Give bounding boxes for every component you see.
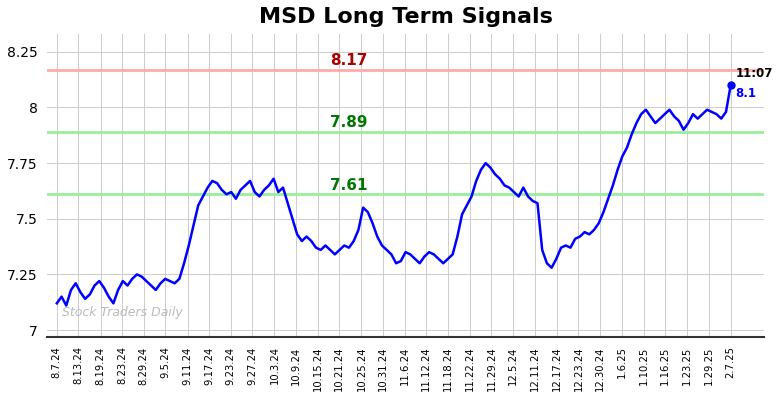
Text: 8.1: 8.1 [735,88,757,100]
Text: Stock Traders Daily: Stock Traders Daily [62,306,183,318]
Text: 8.17: 8.17 [330,53,368,68]
Text: 7.61: 7.61 [330,178,368,193]
Text: 7.89: 7.89 [330,115,368,130]
Text: 11:07: 11:07 [735,67,773,80]
Title: MSD Long Term Signals: MSD Long Term Signals [259,7,553,27]
